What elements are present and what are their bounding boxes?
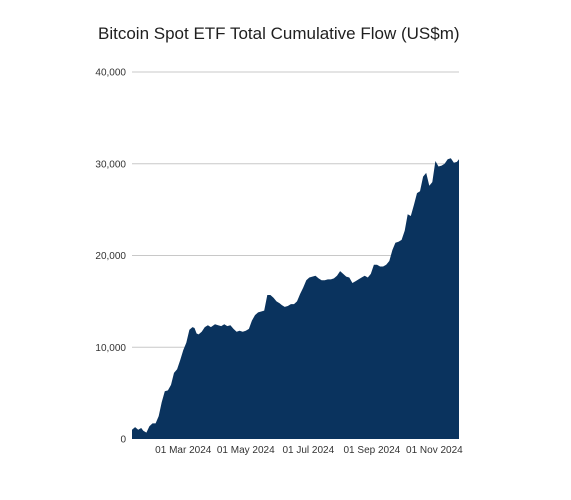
x-tick-label: 01 Nov 2024 [406, 445, 463, 456]
y-tick-label: 20,000 [95, 251, 126, 262]
chart-title: Bitcoin Spot ETF Total Cumulative Flow (… [98, 24, 460, 43]
x-axis-ticks: 01 Mar 2024 01 May 2024 01 Jul 2024 01 Sep … [155, 445, 463, 456]
y-tick-label: 40,000 [95, 68, 126, 79]
y-tick-label: 10,000 [95, 343, 126, 354]
series-area-path [132, 158, 459, 439]
x-tick-label: 01 Mar 2024 [155, 445, 212, 456]
x-tick-label: 01 May 2024 [217, 445, 275, 456]
x-tick-label: 01 Jul 2024 [282, 445, 334, 456]
y-axis-ticks: 0 10,000 20,000 30,000 40,000 [95, 68, 126, 446]
series-area [132, 158, 459, 439]
y-tick-label: 0 [120, 435, 126, 446]
x-tick-label: 01 Sep 2024 [344, 445, 401, 456]
y-tick-label: 30,000 [95, 159, 126, 170]
